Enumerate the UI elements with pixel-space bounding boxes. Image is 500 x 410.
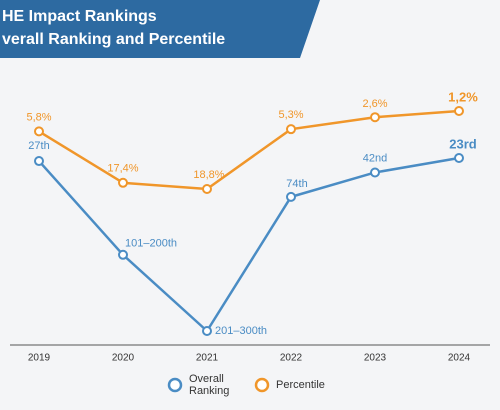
x-tick-label: 2021 — [196, 353, 219, 364]
point — [34, 126, 44, 137]
value-label: 27th — [28, 140, 49, 152]
point — [454, 153, 464, 163]
value-label: 101–200th — [125, 238, 177, 250]
legend-label: Percentile — [276, 379, 325, 391]
chart-subtitle: verall Ranking and Percentile — [2, 31, 225, 48]
point — [454, 106, 464, 116]
value-label: 74th — [286, 178, 307, 190]
point — [34, 156, 44, 167]
x-tick-label: 2020 — [112, 353, 135, 364]
value-label: 1,2% — [448, 89, 478, 104]
series-line — [38, 156, 460, 333]
point — [286, 124, 296, 135]
x-tick-label: 2024 — [448, 353, 471, 364]
value-label: 5,8% — [26, 111, 51, 123]
legend-label: Overall Ranking — [189, 373, 230, 397]
point — [118, 177, 128, 188]
point — [286, 191, 296, 202]
point — [202, 184, 212, 194]
legend-marker — [167, 377, 183, 393]
point — [202, 326, 212, 336]
value-label: 23rd — [449, 136, 477, 151]
value-label: 17,4% — [107, 163, 138, 175]
x-tick-label: 2023 — [364, 353, 387, 364]
value-label: 18,8% — [193, 169, 224, 181]
point — [370, 112, 380, 123]
title-banner — [0, 0, 320, 58]
point — [118, 249, 128, 260]
chart-title: HE Impact Rankings — [2, 8, 157, 25]
legend-marker — [254, 377, 270, 393]
value-label: 2,6% — [362, 98, 387, 110]
series-line — [38, 109, 460, 191]
value-label: 5,3% — [278, 109, 303, 121]
x-tick-label: 2019 — [28, 353, 51, 364]
point — [370, 167, 380, 178]
value-label: 201–300th — [215, 325, 267, 337]
x-tick-label: 2022 — [280, 353, 303, 364]
value-label: 42nd — [363, 152, 387, 164]
